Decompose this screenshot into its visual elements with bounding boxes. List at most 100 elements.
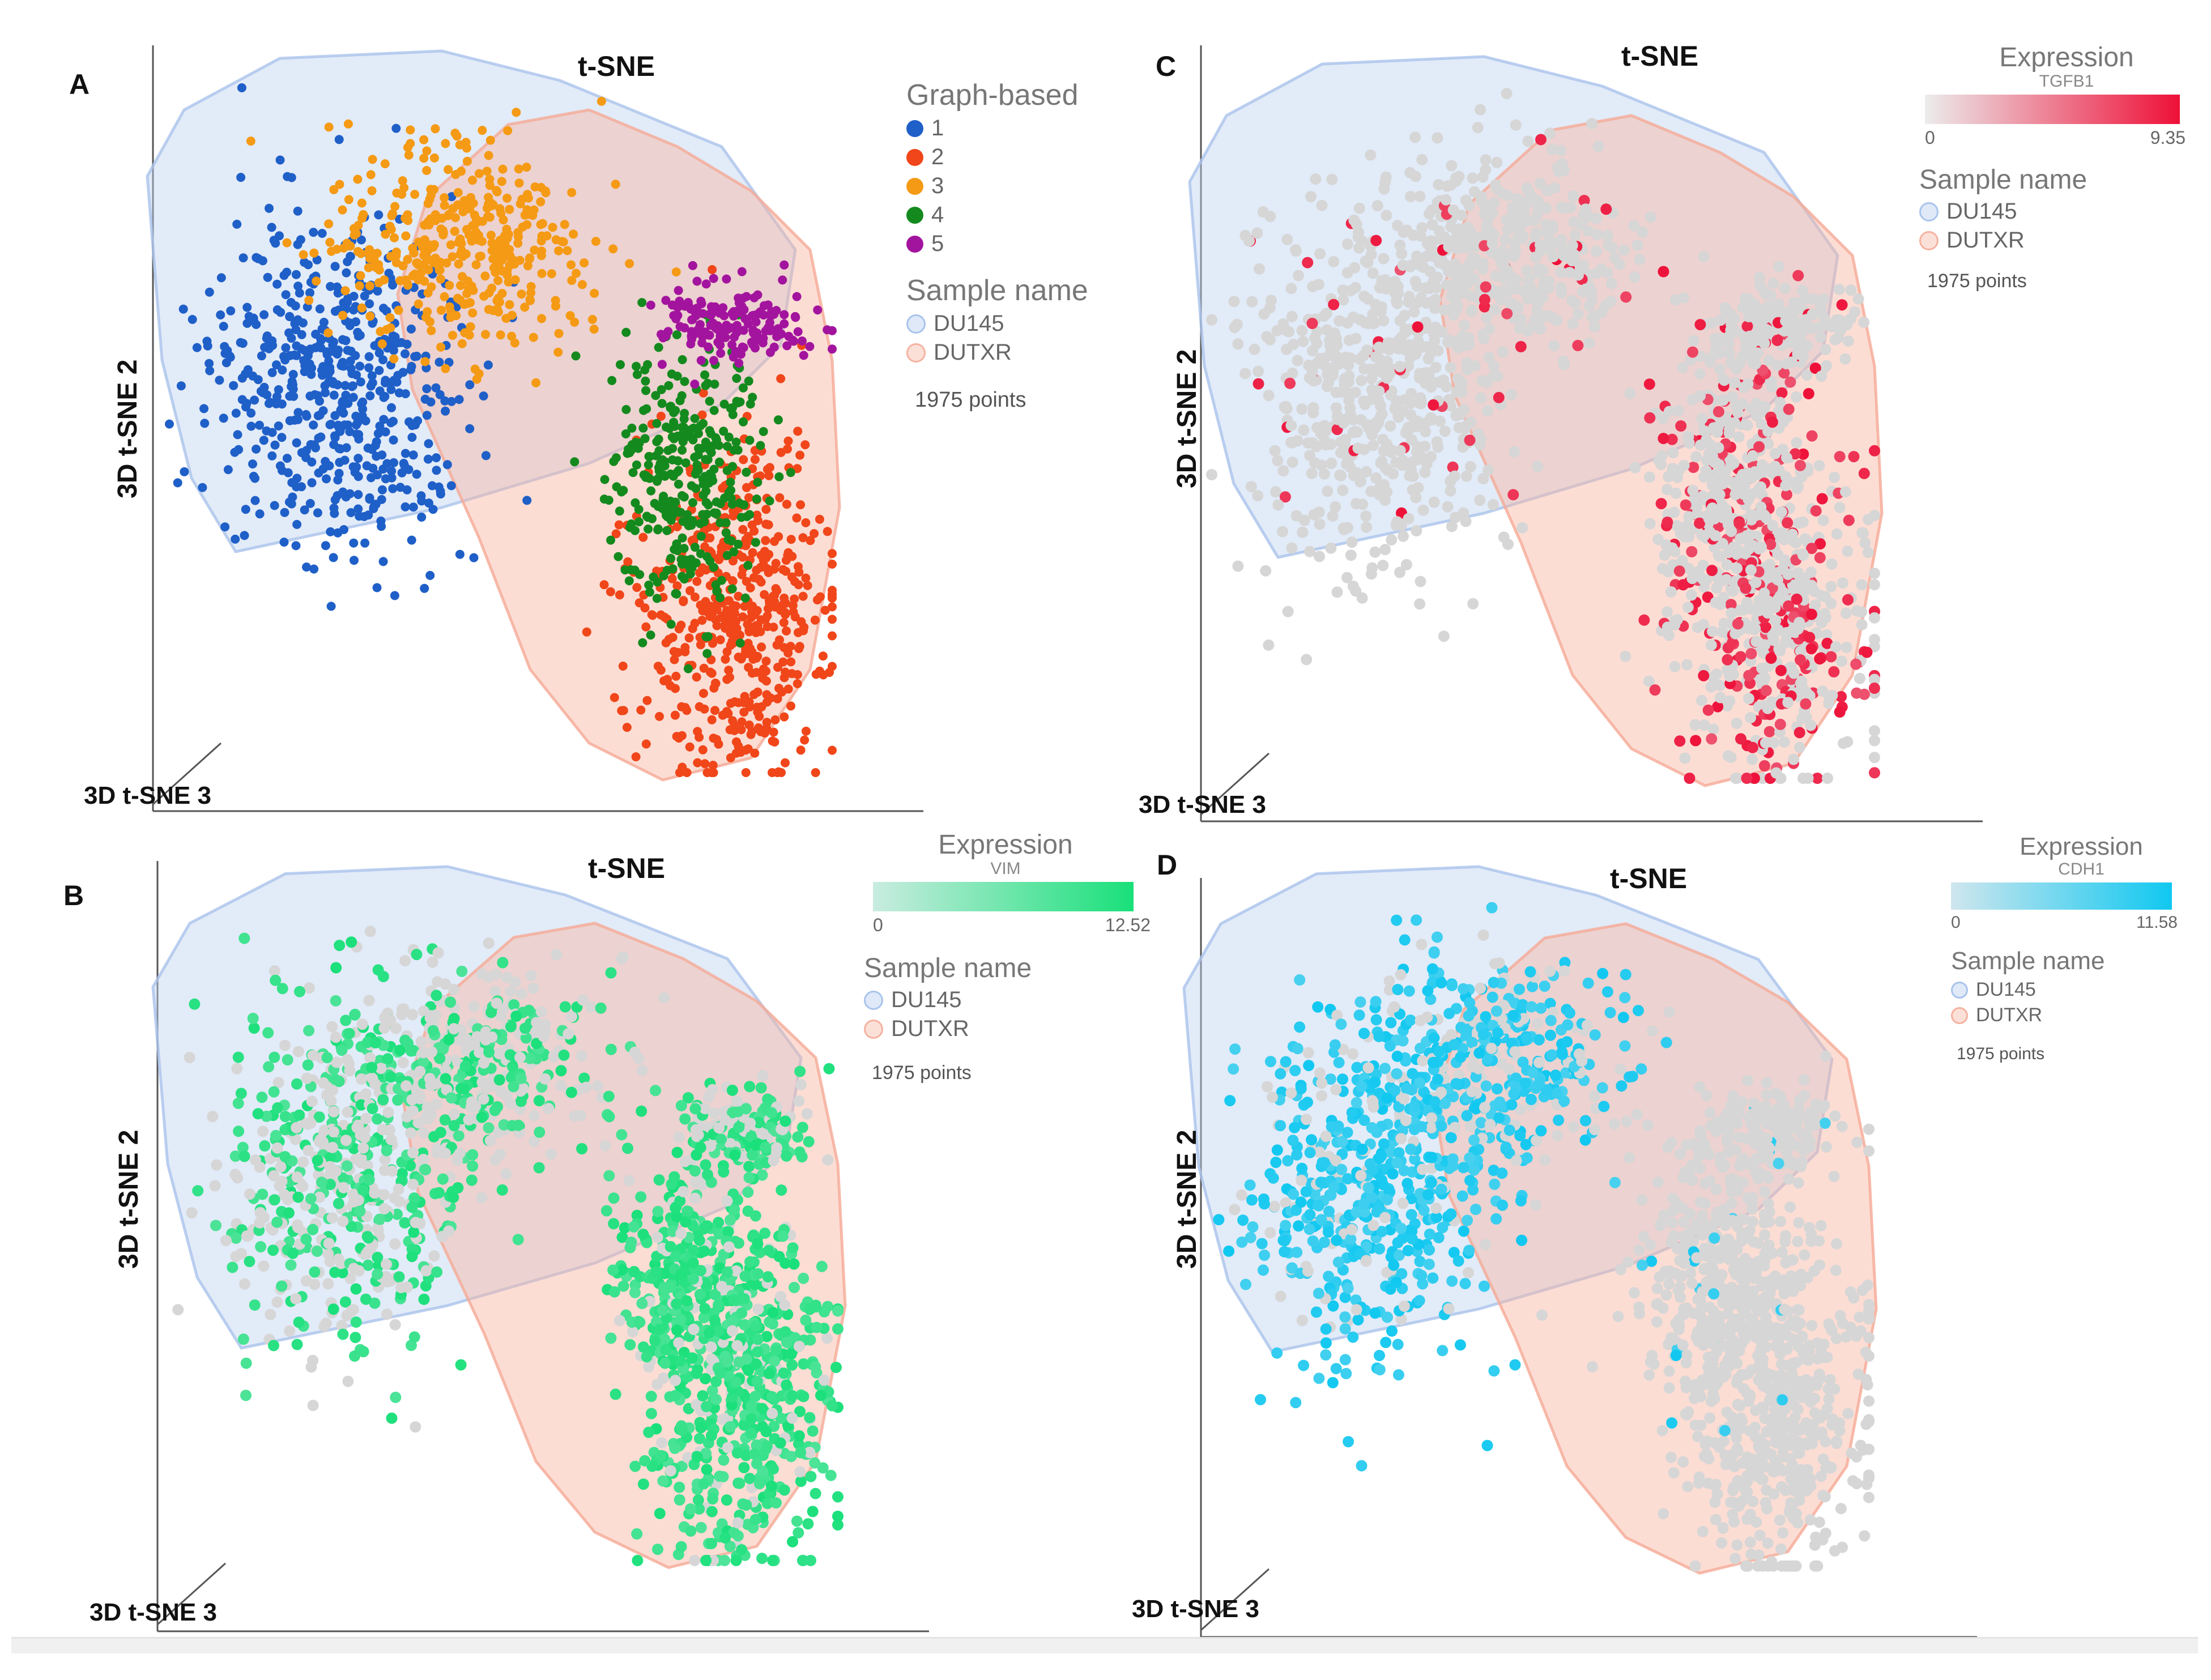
point-cluster-4 bbox=[650, 498, 659, 508]
point-cluster-1 bbox=[1467, 598, 1479, 609]
point-cluster-1 bbox=[307, 1400, 319, 1412]
point-cluster-1 bbox=[293, 1316, 305, 1328]
point-cluster-1 bbox=[259, 310, 269, 319]
point-cluster-2 bbox=[655, 711, 664, 721]
point-cluster-1 bbox=[290, 1293, 302, 1304]
point-cluster-4 bbox=[739, 417, 748, 427]
point-cluster-3 bbox=[365, 312, 375, 321]
point-cluster-1 bbox=[355, 361, 365, 371]
point-cluster-1 bbox=[422, 384, 432, 394]
cluster-1-swatch bbox=[906, 120, 923, 137]
point-cluster-1 bbox=[397, 338, 406, 347]
point-cluster-1 bbox=[390, 332, 400, 342]
point-cluster-5 bbox=[709, 274, 718, 283]
point-cluster-4 bbox=[729, 445, 739, 455]
point-cluster-1 bbox=[327, 1303, 339, 1315]
point-cluster-3 bbox=[485, 174, 495, 184]
point-cluster-1 bbox=[271, 1296, 283, 1308]
point-cluster-1 bbox=[386, 385, 396, 394]
point-cluster-1 bbox=[360, 1112, 372, 1124]
point-cluster-3 bbox=[537, 268, 547, 278]
point-cluster-2 bbox=[763, 1244, 775, 1256]
point-cluster-3 bbox=[342, 238, 352, 248]
point-cluster-1 bbox=[1408, 306, 1420, 318]
point-cluster-2 bbox=[769, 727, 778, 737]
point-cluster-5 bbox=[765, 348, 775, 357]
point-cluster-3 bbox=[671, 267, 681, 277]
point-cluster-4 bbox=[629, 1287, 641, 1298]
point-cluster-1 bbox=[431, 1266, 443, 1278]
point-cluster-4 bbox=[736, 1307, 748, 1319]
point-cluster-1 bbox=[1340, 433, 1351, 445]
point-cluster-4 bbox=[686, 432, 696, 442]
point-cluster-2 bbox=[796, 617, 806, 626]
point-cluster-5 bbox=[796, 1151, 808, 1163]
point-cluster-1 bbox=[271, 1142, 283, 1154]
point-cluster-1 bbox=[309, 420, 318, 430]
point-cluster-2 bbox=[823, 527, 832, 536]
point-cluster-3 bbox=[493, 1074, 505, 1086]
point-cluster-4 bbox=[698, 1312, 710, 1324]
point-cluster-2 bbox=[1674, 735, 1686, 747]
point-cluster-1 bbox=[1232, 338, 1244, 350]
point-cluster-1 bbox=[1428, 399, 1439, 411]
point-cluster-2 bbox=[825, 1469, 837, 1481]
point-cluster-5 bbox=[697, 299, 706, 309]
point-cluster-1 bbox=[234, 445, 244, 454]
point-cluster-1 bbox=[357, 1346, 369, 1358]
point-cluster-2 bbox=[1793, 741, 1805, 753]
point-cluster-4 bbox=[628, 1221, 640, 1233]
point-cluster-4 bbox=[652, 1205, 664, 1217]
point-cluster-2 bbox=[706, 1538, 717, 1549]
point-cluster-3 bbox=[395, 276, 405, 285]
point-cluster-1 bbox=[393, 370, 403, 380]
point-cluster-2 bbox=[700, 542, 710, 552]
point-cluster-1 bbox=[350, 1316, 362, 1328]
point-cluster-1 bbox=[1377, 560, 1389, 572]
point-cluster-2 bbox=[1750, 636, 1762, 647]
point-cluster-2 bbox=[648, 611, 658, 620]
point-cluster-1 bbox=[333, 1197, 344, 1209]
point-cluster-3 bbox=[386, 323, 395, 332]
point-cluster-5 bbox=[679, 1155, 691, 1167]
point-cluster-3 bbox=[405, 1127, 417, 1139]
point-cluster-4 bbox=[687, 481, 696, 491]
point-cluster-5 bbox=[675, 1100, 687, 1111]
point-cluster-2 bbox=[740, 1449, 752, 1461]
point-cluster-1 bbox=[333, 491, 342, 500]
point-cluster-3 bbox=[455, 295, 465, 305]
point-cluster-1 bbox=[226, 306, 236, 315]
point-cluster-3 bbox=[457, 339, 467, 348]
point-cluster-1 bbox=[242, 302, 252, 312]
point-cluster-3 bbox=[436, 342, 446, 352]
point-cluster-1 bbox=[378, 557, 388, 566]
point-cluster-4 bbox=[662, 526, 672, 535]
point-cluster-1 bbox=[1253, 378, 1264, 390]
point-cluster-4 bbox=[774, 472, 784, 481]
point-cluster-2 bbox=[775, 493, 785, 502]
point-cluster-3 bbox=[497, 177, 506, 186]
point-cluster-3 bbox=[498, 164, 508, 174]
point-cluster-1 bbox=[287, 499, 296, 509]
point-cluster-1 bbox=[1477, 473, 1489, 484]
point-cluster-1 bbox=[1390, 403, 1402, 415]
point-cluster-1 bbox=[1445, 361, 1456, 373]
point-cluster-2 bbox=[734, 591, 743, 601]
point-cluster-1 bbox=[231, 408, 241, 418]
point-cluster-3 bbox=[440, 1064, 451, 1076]
point-cluster-2 bbox=[692, 672, 701, 682]
point-cluster-4 bbox=[723, 535, 733, 544]
point-cluster-5 bbox=[759, 1142, 771, 1154]
point-cluster-2 bbox=[761, 505, 771, 514]
point-cluster-3 bbox=[406, 1094, 418, 1106]
point-cluster-2 bbox=[1746, 741, 1758, 753]
point-cluster-1 bbox=[379, 304, 388, 313]
point-cluster-4 bbox=[662, 423, 671, 432]
point-cluster-2 bbox=[795, 1476, 807, 1487]
point-cluster-1 bbox=[1360, 510, 1372, 522]
point-cluster-1 bbox=[288, 370, 298, 379]
point-cluster-1 bbox=[282, 267, 292, 277]
point-cluster-1 bbox=[432, 453, 441, 463]
point-cluster-3 bbox=[531, 1038, 543, 1050]
point-cluster-3 bbox=[514, 178, 524, 188]
